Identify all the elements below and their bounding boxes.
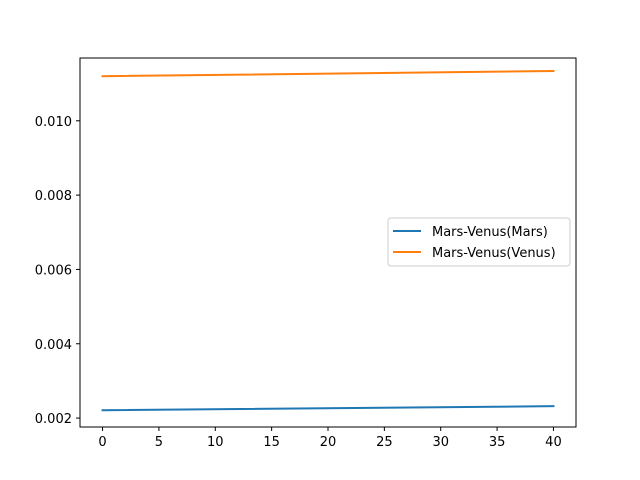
x-tick-label: 0 (98, 435, 106, 450)
legend-label-1: Mars-Venus(Mars) (432, 225, 548, 240)
axes: 0 5 10 15 20 25 30 35 40 0.002 0.004 0.006 0.008 0.01… (35, 57, 577, 450)
x-tick-label: 35 (489, 435, 506, 450)
y-tick-label: 0.010 (35, 115, 72, 130)
x-tick-label: 10 (207, 435, 224, 450)
x-tick-label: 30 (432, 435, 449, 450)
legend-box (387, 217, 571, 267)
series-line-1 (101, 405, 555, 412)
legend: Mars-Venus(Mars) Mars-Venus(Venus) (387, 217, 571, 267)
y-tick-label: 0.002 (35, 412, 72, 427)
series-line-2 (101, 69, 555, 78)
y-tick-label: 0.008 (35, 189, 72, 204)
legend-label-2: Mars-Venus(Venus) (432, 246, 556, 261)
x-tick-label: 5 (155, 435, 163, 450)
y-tick-label: 0.006 (35, 263, 72, 278)
plot-area (101, 69, 555, 412)
y-tick-label: 0.004 (35, 338, 72, 353)
x-tick-label: 40 (545, 435, 562, 450)
x-tick-label: 15 (263, 435, 280, 450)
x-tick-label: 20 (320, 435, 337, 450)
x-tick-label: 25 (376, 435, 393, 450)
